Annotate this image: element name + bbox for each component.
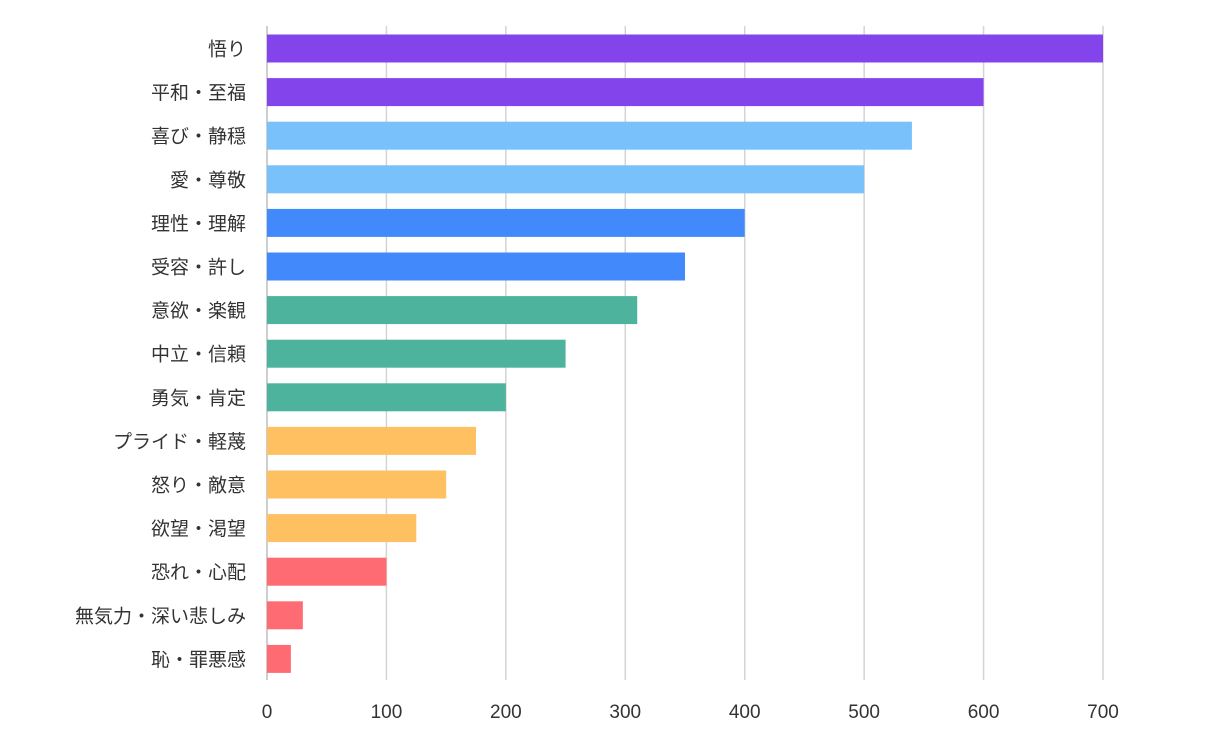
category-label: 中立・信頼 [151,344,246,366]
x-tick-label: 200 [490,702,522,723]
x-tick-label: 600 [968,702,1000,723]
bar [267,557,387,586]
bar [267,78,984,107]
x-tick-label: 100 [371,702,403,723]
x-axis-tick-labels: 0 100 200 300 400 500 600 700 [262,702,1119,723]
category-label: プライド・軽蔑 [113,431,246,453]
bar [267,601,303,630]
bar [267,339,566,368]
category-label: 喜び・静穏 [151,126,246,148]
bar [267,121,912,150]
x-tick-label: 0 [262,702,273,723]
bar [267,644,291,673]
bar [267,252,685,281]
x-tick-label: 500 [848,702,880,723]
bar [267,514,417,543]
bar [267,165,865,194]
category-label: 怒り・敵意 [151,475,246,497]
x-tick-label: 700 [1087,702,1119,723]
bar [267,383,506,412]
category-label: 受容・許し [151,257,246,279]
bar [267,296,638,325]
category-label: 勇気・肯定 [151,387,246,409]
category-label: 平和・至福 [151,82,246,104]
bars [267,34,1103,673]
bar [267,34,1103,63]
category-label: 無気力・深い悲しみ [75,605,246,627]
category-label: 悟り [208,39,246,61]
x-tick-label: 300 [609,702,641,723]
bar [267,470,447,499]
bar [267,426,476,455]
bar [267,208,745,237]
category-labels: 悟り平和・至福喜び・静穏愛・尊敬理性・理解受容・許し意欲・楽観中立・信頼勇気・肯… [75,39,246,671]
category-label: 恥・罪悪感 [151,649,246,671]
category-label: 欲望・渇望 [151,518,246,540]
category-label: 意欲・楽観 [151,300,246,322]
category-label: 理性・理解 [151,213,246,235]
category-label: 恐れ・心配 [151,562,246,584]
category-label: 愛・尊敬 [170,169,246,191]
x-tick-label: 400 [729,702,761,723]
